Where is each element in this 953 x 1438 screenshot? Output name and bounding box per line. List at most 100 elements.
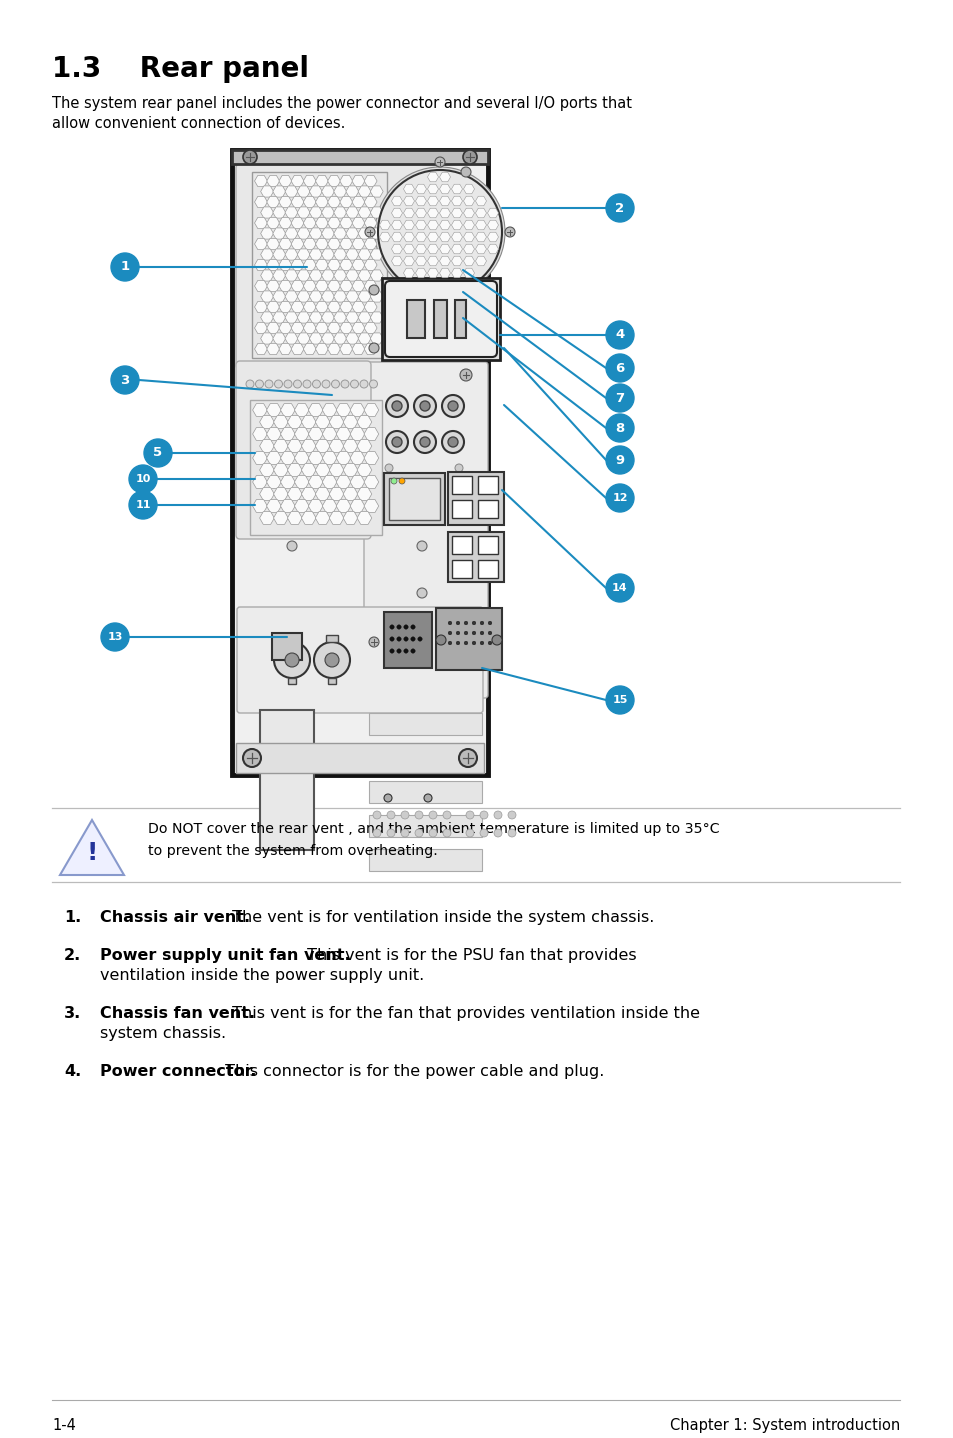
Circle shape (373, 811, 380, 820)
Bar (369, 815, 481, 837)
Text: This vent is for the fan that provides ventilation inside the: This vent is for the fan that provides v… (227, 1007, 700, 1021)
Circle shape (313, 380, 320, 388)
Bar (369, 781, 481, 802)
Bar (384, 613, 432, 669)
Circle shape (414, 431, 436, 453)
Circle shape (605, 354, 634, 383)
Text: Power supply unit fan vent.: Power supply unit fan vent. (100, 948, 351, 963)
Text: 10: 10 (135, 475, 151, 485)
Circle shape (448, 621, 452, 624)
Circle shape (390, 624, 394, 630)
Text: to prevent the system from overheating.: to prevent the system from overheating. (148, 844, 437, 858)
Circle shape (303, 380, 311, 388)
Circle shape (464, 641, 467, 644)
Circle shape (507, 811, 516, 820)
FancyBboxPatch shape (236, 607, 482, 713)
Text: ventilation inside the power supply unit.: ventilation inside the power supply unit… (100, 968, 424, 984)
Circle shape (340, 380, 349, 388)
Circle shape (129, 490, 157, 519)
FancyBboxPatch shape (235, 361, 371, 539)
Circle shape (398, 477, 405, 485)
Circle shape (435, 157, 444, 167)
Circle shape (459, 370, 472, 381)
Circle shape (274, 641, 310, 677)
FancyBboxPatch shape (235, 164, 436, 370)
Circle shape (387, 811, 395, 820)
Circle shape (488, 631, 492, 634)
Bar (369, 848, 481, 871)
Circle shape (492, 636, 501, 646)
Circle shape (448, 641, 452, 644)
Circle shape (460, 167, 471, 177)
Circle shape (377, 170, 501, 293)
Text: 1.3    Rear panel: 1.3 Rear panel (52, 55, 309, 83)
Circle shape (387, 828, 395, 837)
Circle shape (605, 686, 634, 715)
Circle shape (417, 637, 422, 641)
Circle shape (365, 227, 375, 237)
Text: 2: 2 (615, 201, 624, 214)
Circle shape (442, 828, 451, 837)
Circle shape (464, 621, 467, 624)
Bar (260, 710, 314, 850)
Bar (452, 559, 472, 578)
Circle shape (605, 194, 634, 221)
Bar (452, 536, 472, 554)
Bar (434, 301, 447, 338)
Circle shape (429, 811, 436, 820)
Circle shape (243, 749, 261, 766)
Circle shape (411, 624, 415, 630)
Circle shape (494, 828, 501, 837)
Bar (448, 472, 503, 525)
Circle shape (605, 574, 634, 603)
Circle shape (390, 637, 394, 641)
Bar (389, 477, 439, 521)
Circle shape (488, 641, 492, 644)
Circle shape (392, 437, 401, 447)
Bar (384, 473, 444, 525)
Circle shape (386, 395, 408, 417)
Text: The system rear panel includes the power connector and several I/O ports that: The system rear panel includes the power… (52, 96, 631, 111)
Circle shape (465, 828, 474, 837)
Circle shape (386, 431, 408, 453)
Circle shape (294, 380, 301, 388)
Text: Chapter 1: System introduction: Chapter 1: System introduction (669, 1418, 899, 1434)
Circle shape (287, 541, 296, 551)
Bar (250, 400, 381, 535)
Circle shape (284, 380, 292, 388)
Circle shape (416, 541, 427, 551)
Text: Power connector.: Power connector. (100, 1064, 256, 1078)
Circle shape (605, 384, 634, 413)
Circle shape (479, 811, 488, 820)
Circle shape (331, 380, 339, 388)
Circle shape (111, 367, 139, 394)
Circle shape (384, 794, 392, 802)
Text: 14: 14 (612, 582, 627, 592)
Bar (369, 713, 481, 735)
Circle shape (456, 621, 459, 624)
Circle shape (419, 437, 430, 447)
Circle shape (400, 828, 409, 837)
Circle shape (605, 321, 634, 349)
Text: 15: 15 (612, 695, 627, 705)
Circle shape (396, 649, 401, 653)
Circle shape (456, 641, 459, 644)
Text: allow convenient connection of devices.: allow convenient connection of devices. (52, 116, 345, 131)
Circle shape (411, 649, 415, 653)
Circle shape (101, 623, 129, 651)
Bar (477, 500, 497, 518)
Circle shape (605, 485, 634, 512)
Text: The vent is for ventilation inside the system chassis.: The vent is for ventilation inside the s… (227, 910, 654, 925)
Circle shape (441, 431, 463, 453)
Circle shape (243, 150, 256, 164)
Circle shape (322, 380, 330, 388)
Bar (369, 746, 481, 769)
Text: This connector is for the power cable and plug.: This connector is for the power cable an… (220, 1064, 604, 1078)
Bar (288, 677, 295, 684)
Circle shape (448, 437, 457, 447)
Bar (286, 636, 297, 641)
Circle shape (479, 631, 483, 634)
Bar (235, 743, 483, 774)
Circle shape (369, 344, 378, 352)
Bar (477, 536, 497, 554)
